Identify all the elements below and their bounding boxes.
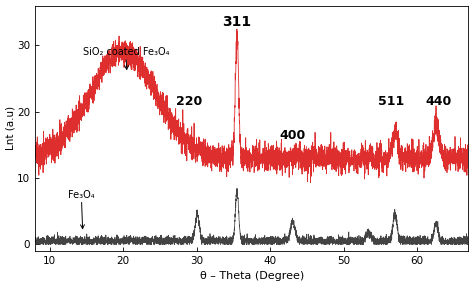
Y-axis label: Lnt (a.u): Lnt (a.u) (6, 106, 16, 150)
Text: 400: 400 (279, 129, 305, 141)
Text: Fe₃O₄: Fe₃O₄ (68, 190, 95, 229)
Text: 311: 311 (222, 15, 252, 29)
Text: 440: 440 (426, 95, 452, 108)
Text: SiO₂ coated Fe₃O₄: SiO₂ coated Fe₃O₄ (82, 47, 169, 69)
Text: 511: 511 (378, 95, 404, 108)
Text: 220: 220 (176, 95, 202, 108)
X-axis label: θ – Theta (Degree): θ – Theta (Degree) (200, 272, 304, 282)
